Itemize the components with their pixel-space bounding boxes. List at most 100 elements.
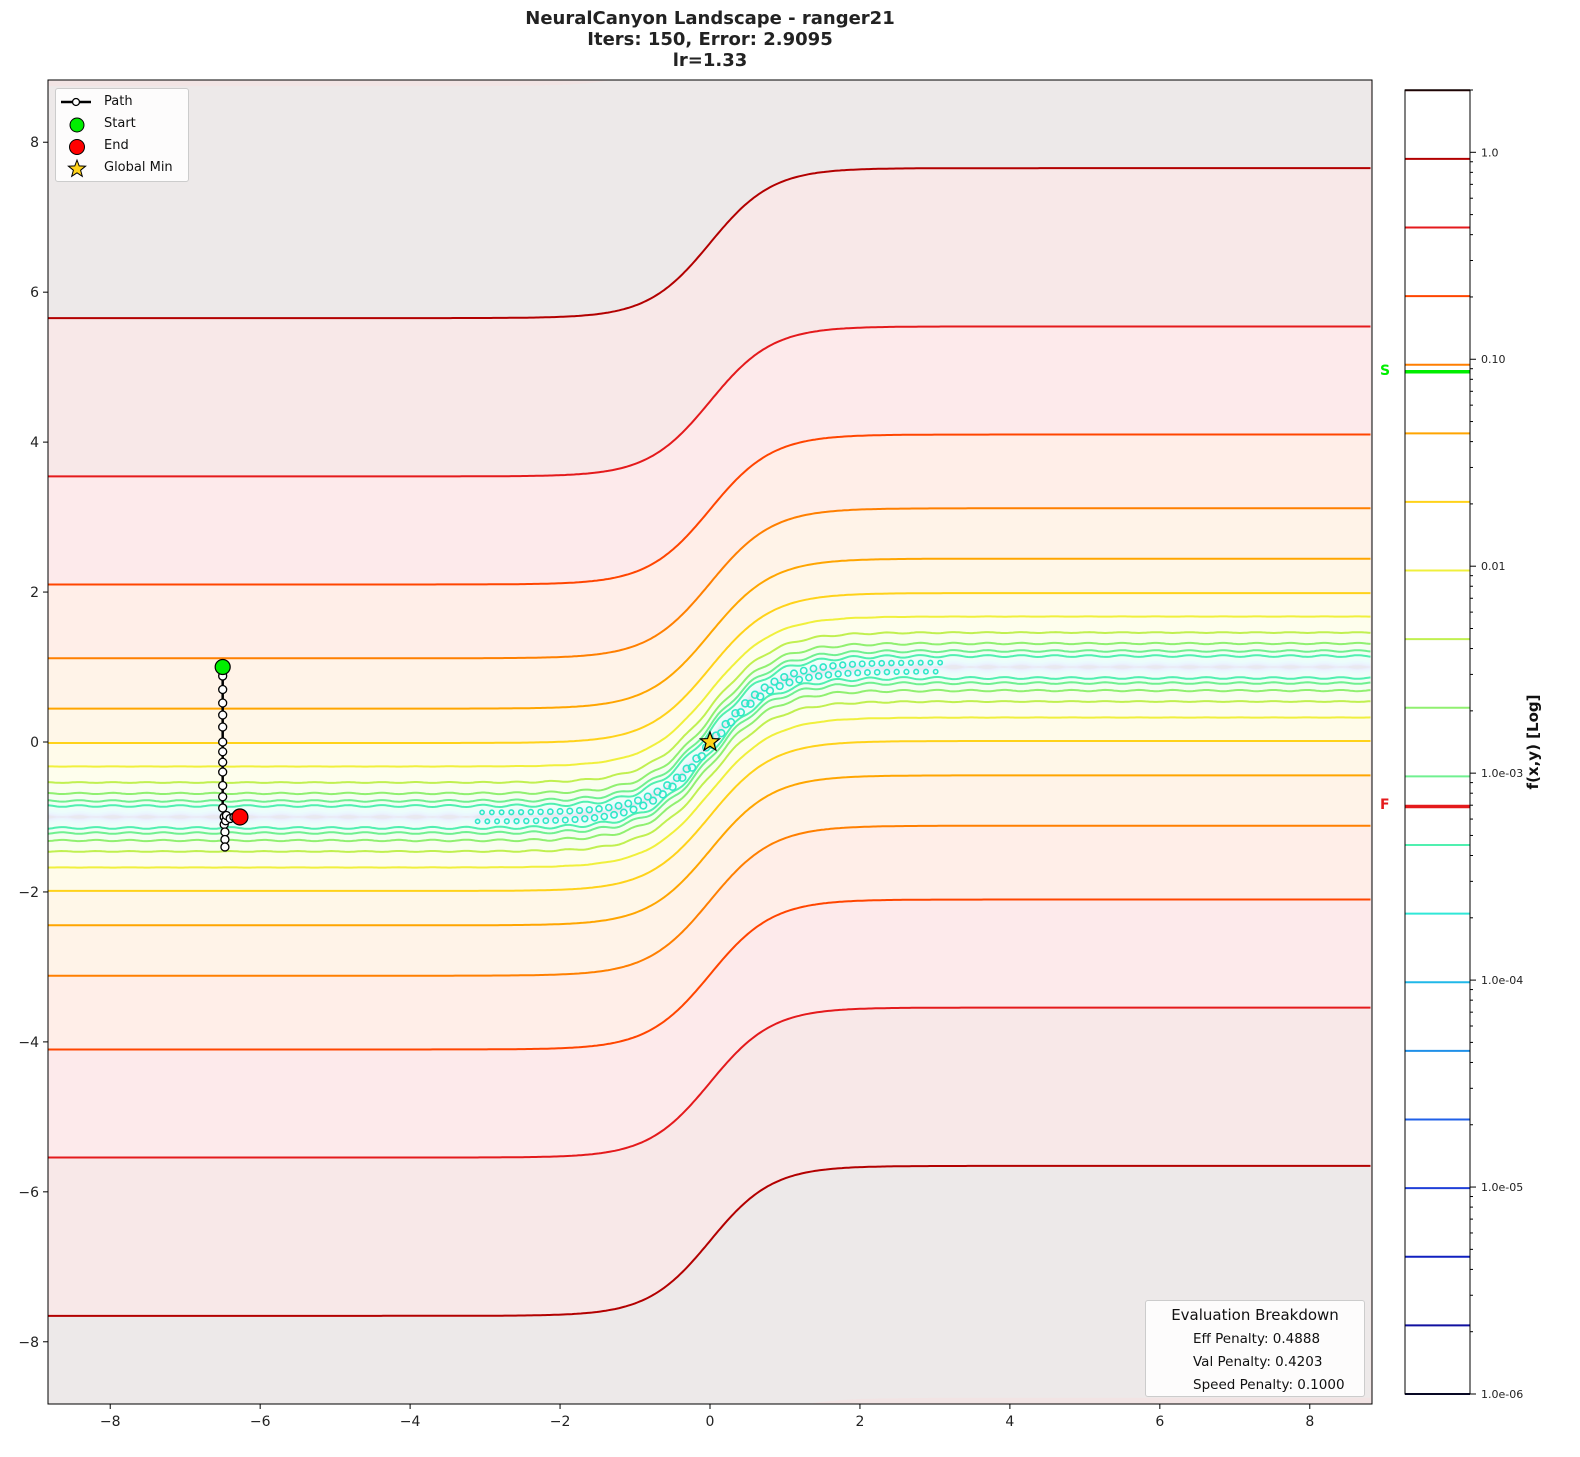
- valley-contour-island: [878, 659, 886, 667]
- title-line-3: lr=1.33: [672, 50, 748, 71]
- valley-contour-island: [479, 809, 485, 816]
- path-point: [218, 792, 228, 802]
- contour-line: [48, 507, 1371, 660]
- valley-contour-island: [488, 809, 495, 816]
- valley-contour-island: [556, 807, 564, 815]
- star-icon: [67, 158, 87, 178]
- valley-contour-island: [663, 781, 672, 790]
- contour-line: [48, 688, 1371, 843]
- eff-penalty: Eff Penalty: 0.4888: [1193, 1331, 1321, 1347]
- valley-contour-island: [633, 796, 643, 805]
- valley-contour-island: [756, 692, 765, 701]
- valley-contour-island: [687, 763, 697, 772]
- speed-penalty: Speed Penalty: 0.1000: [1193, 1377, 1345, 1393]
- contour-line: [48, 649, 1371, 803]
- valley-contour-island: [799, 666, 808, 675]
- valley-contour-island: [809, 664, 818, 673]
- valley-contour-island: [629, 805, 638, 814]
- legend: Path Start End Global Min: [55, 88, 189, 182]
- valley-contour-island: [668, 782, 677, 792]
- valley-contour-island: [829, 662, 837, 670]
- contour-line: [48, 1164, 1371, 1317]
- valley-contour-island: [922, 668, 929, 675]
- valley-contour-island: [523, 817, 530, 825]
- optimizer-path: [214, 658, 722, 852]
- valley-contour-island: [585, 806, 594, 814]
- path-line-icon: [61, 97, 91, 107]
- valley-contour-island: [697, 752, 707, 761]
- x-tick-label: 2: [855, 1414, 864, 1430]
- valley-contour-island: [883, 668, 891, 676]
- title-line-1: NeuralCanyon Landscape - ranger21: [525, 8, 895, 29]
- legend-label-path: Path: [104, 94, 133, 109]
- valley-contour-island: [868, 660, 876, 667]
- valley-contour-island: [600, 812, 609, 821]
- x-tick-label: 8: [1305, 1414, 1314, 1430]
- x-tick-label: 4: [1005, 1414, 1014, 1430]
- valley-contour-island: [819, 663, 828, 671]
- valley-contour-island: [532, 817, 540, 825]
- valley-contour-island: [932, 668, 939, 675]
- valley-contour-island: [805, 673, 813, 682]
- path-point: [220, 827, 230, 837]
- x-tick-label: −2: [550, 1414, 571, 1430]
- colorbar-tick-label: 1.0e-05: [1481, 1181, 1523, 1194]
- valley-contour-island: [731, 708, 740, 718]
- legend-item-start: Start: [56, 113, 188, 135]
- y-tick-label: 2: [30, 585, 39, 601]
- x-tick-label: −8: [100, 1414, 121, 1430]
- colorbar-tick-label: 0.10: [1481, 353, 1506, 366]
- y-tick-label: −8: [18, 1335, 39, 1351]
- colorbar-tick-label: 1.0: [1481, 146, 1499, 159]
- valley-contour-island: [863, 669, 871, 676]
- path-point: [218, 747, 228, 757]
- valley-contour-island: [474, 818, 481, 825]
- colorbar-label: f(x,y) [Log]: [1524, 694, 1542, 790]
- y-tick-label: −4: [18, 1035, 39, 1051]
- valley-contour-island: [844, 669, 852, 677]
- valley-contour-island: [508, 809, 515, 816]
- path-point: [218, 737, 228, 747]
- valley-contour-island: [517, 808, 525, 816]
- valley-contour-island: [484, 818, 491, 825]
- valley-contour-island: [746, 699, 755, 708]
- valley-contour-island: [854, 669, 862, 677]
- colorbar-tick-label: 1.0e-04: [1481, 974, 1523, 987]
- contour-line: [48, 700, 1371, 853]
- colorbar-tick-label: 1.0e-03: [1481, 767, 1523, 780]
- path-point: [218, 803, 228, 813]
- path-point: [218, 757, 228, 767]
- valley-contour-island: [537, 808, 544, 816]
- valley-contour-island: [888, 659, 895, 667]
- valley-contour-island: [624, 799, 633, 808]
- valley-contour-island: [716, 728, 726, 738]
- valley-contour-island: [639, 801, 648, 810]
- valley-contour-island: [765, 686, 775, 695]
- x-tick-label: 6: [1155, 1414, 1164, 1430]
- valley-contour-island: [795, 675, 804, 684]
- valley-contour-island: [513, 817, 520, 825]
- valley-contour-island: [873, 668, 881, 676]
- end-marker: [231, 808, 249, 826]
- valley-contour-island: [907, 659, 915, 666]
- valley-contour-island: [736, 708, 745, 717]
- contour-lines: [48, 167, 1371, 1317]
- contour-line: [48, 681, 1371, 835]
- valley-contour-island: [672, 773, 682, 783]
- valley-contour-island: [571, 815, 579, 824]
- x-tick-label: −4: [400, 1414, 421, 1430]
- valley-contour-island: [834, 670, 842, 678]
- valley-contour-island: [692, 754, 701, 763]
- contour-line: [48, 167, 1371, 320]
- valley-contour-island: [614, 801, 623, 810]
- valley-contour-island: [527, 808, 535, 816]
- valley-contour-island: [780, 672, 789, 682]
- valley-contour-island: [775, 681, 784, 691]
- legend-label-end: End: [104, 138, 129, 153]
- y-tick-label: 8: [30, 135, 39, 151]
- valley-contour-island: [648, 796, 658, 805]
- valley-contour-island: [721, 719, 731, 729]
- valley-contour-island: [595, 805, 603, 813]
- legend-item-global-min: Global Min: [56, 157, 188, 179]
- valley-contour-island: [494, 818, 501, 825]
